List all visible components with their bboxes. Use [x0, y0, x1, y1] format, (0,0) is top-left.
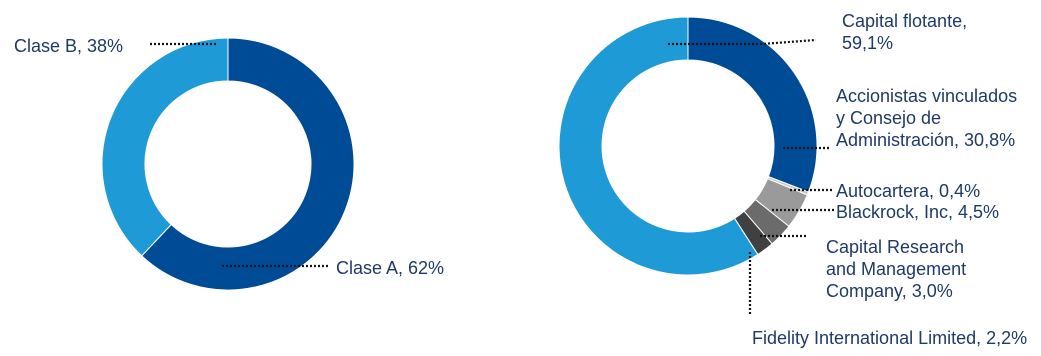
slice-capital-flotante	[558, 16, 759, 276]
label-accionistas-vinculados-y-consejo-de-administracion: Accionistas vinculados y Consejo de Admini…	[836, 86, 1017, 150]
label-clase-a: Clase A, 62%	[336, 258, 444, 278]
label-clase-b: Clase B, 38%	[14, 36, 123, 56]
label-capital-research-and-management-company: Capital Research and Management Company, 3…	[826, 237, 966, 301]
donut-chart-shareholders: Accionistas vinculados y Consejo de Admini…	[558, 11, 1027, 348]
label-blackrock-inc: Blackrock, Inc, 4,5%	[836, 202, 999, 222]
label-autocartera: Autocartera, 0,4%	[836, 181, 980, 201]
slice-clase-b	[101, 37, 229, 257]
label-fidelity-international-limited: Fidelity International Limited, 2,2%	[752, 328, 1027, 348]
slice-clase-a	[141, 37, 355, 291]
label-capital-flotante: Capital flotante, 59,1%	[842, 11, 967, 53]
donut-chart-share-classes: Clase B, 38% Clase A, 62%	[14, 36, 444, 291]
leader-line-capital-flotante	[668, 38, 817, 46]
